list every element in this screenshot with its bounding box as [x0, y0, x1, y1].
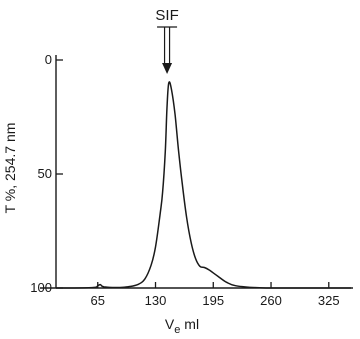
sif-annotation-label: SIF	[155, 7, 178, 24]
y-tick-label: 0	[45, 52, 52, 67]
x-axis-label: Ve ml	[165, 316, 199, 336]
x-tick-label: 195	[202, 293, 224, 308]
x-tick-label: 325	[318, 293, 340, 308]
x-tick-label: 65	[91, 293, 105, 308]
x-tick-label: 260	[260, 293, 282, 308]
y-axis-label: T %, 254.7 nm	[2, 123, 18, 214]
sif-annotation-arrowhead	[162, 63, 173, 74]
annotation-layer: SIF	[155, 7, 179, 74]
series-line	[39, 81, 351, 289]
series-layer	[39, 81, 351, 289]
axis-labels: T %, 254.7 nm Ve ml	[2, 123, 199, 336]
y-tick-label: 50	[38, 166, 52, 181]
x-tick-label: 130	[145, 293, 167, 308]
axes	[55, 55, 353, 289]
